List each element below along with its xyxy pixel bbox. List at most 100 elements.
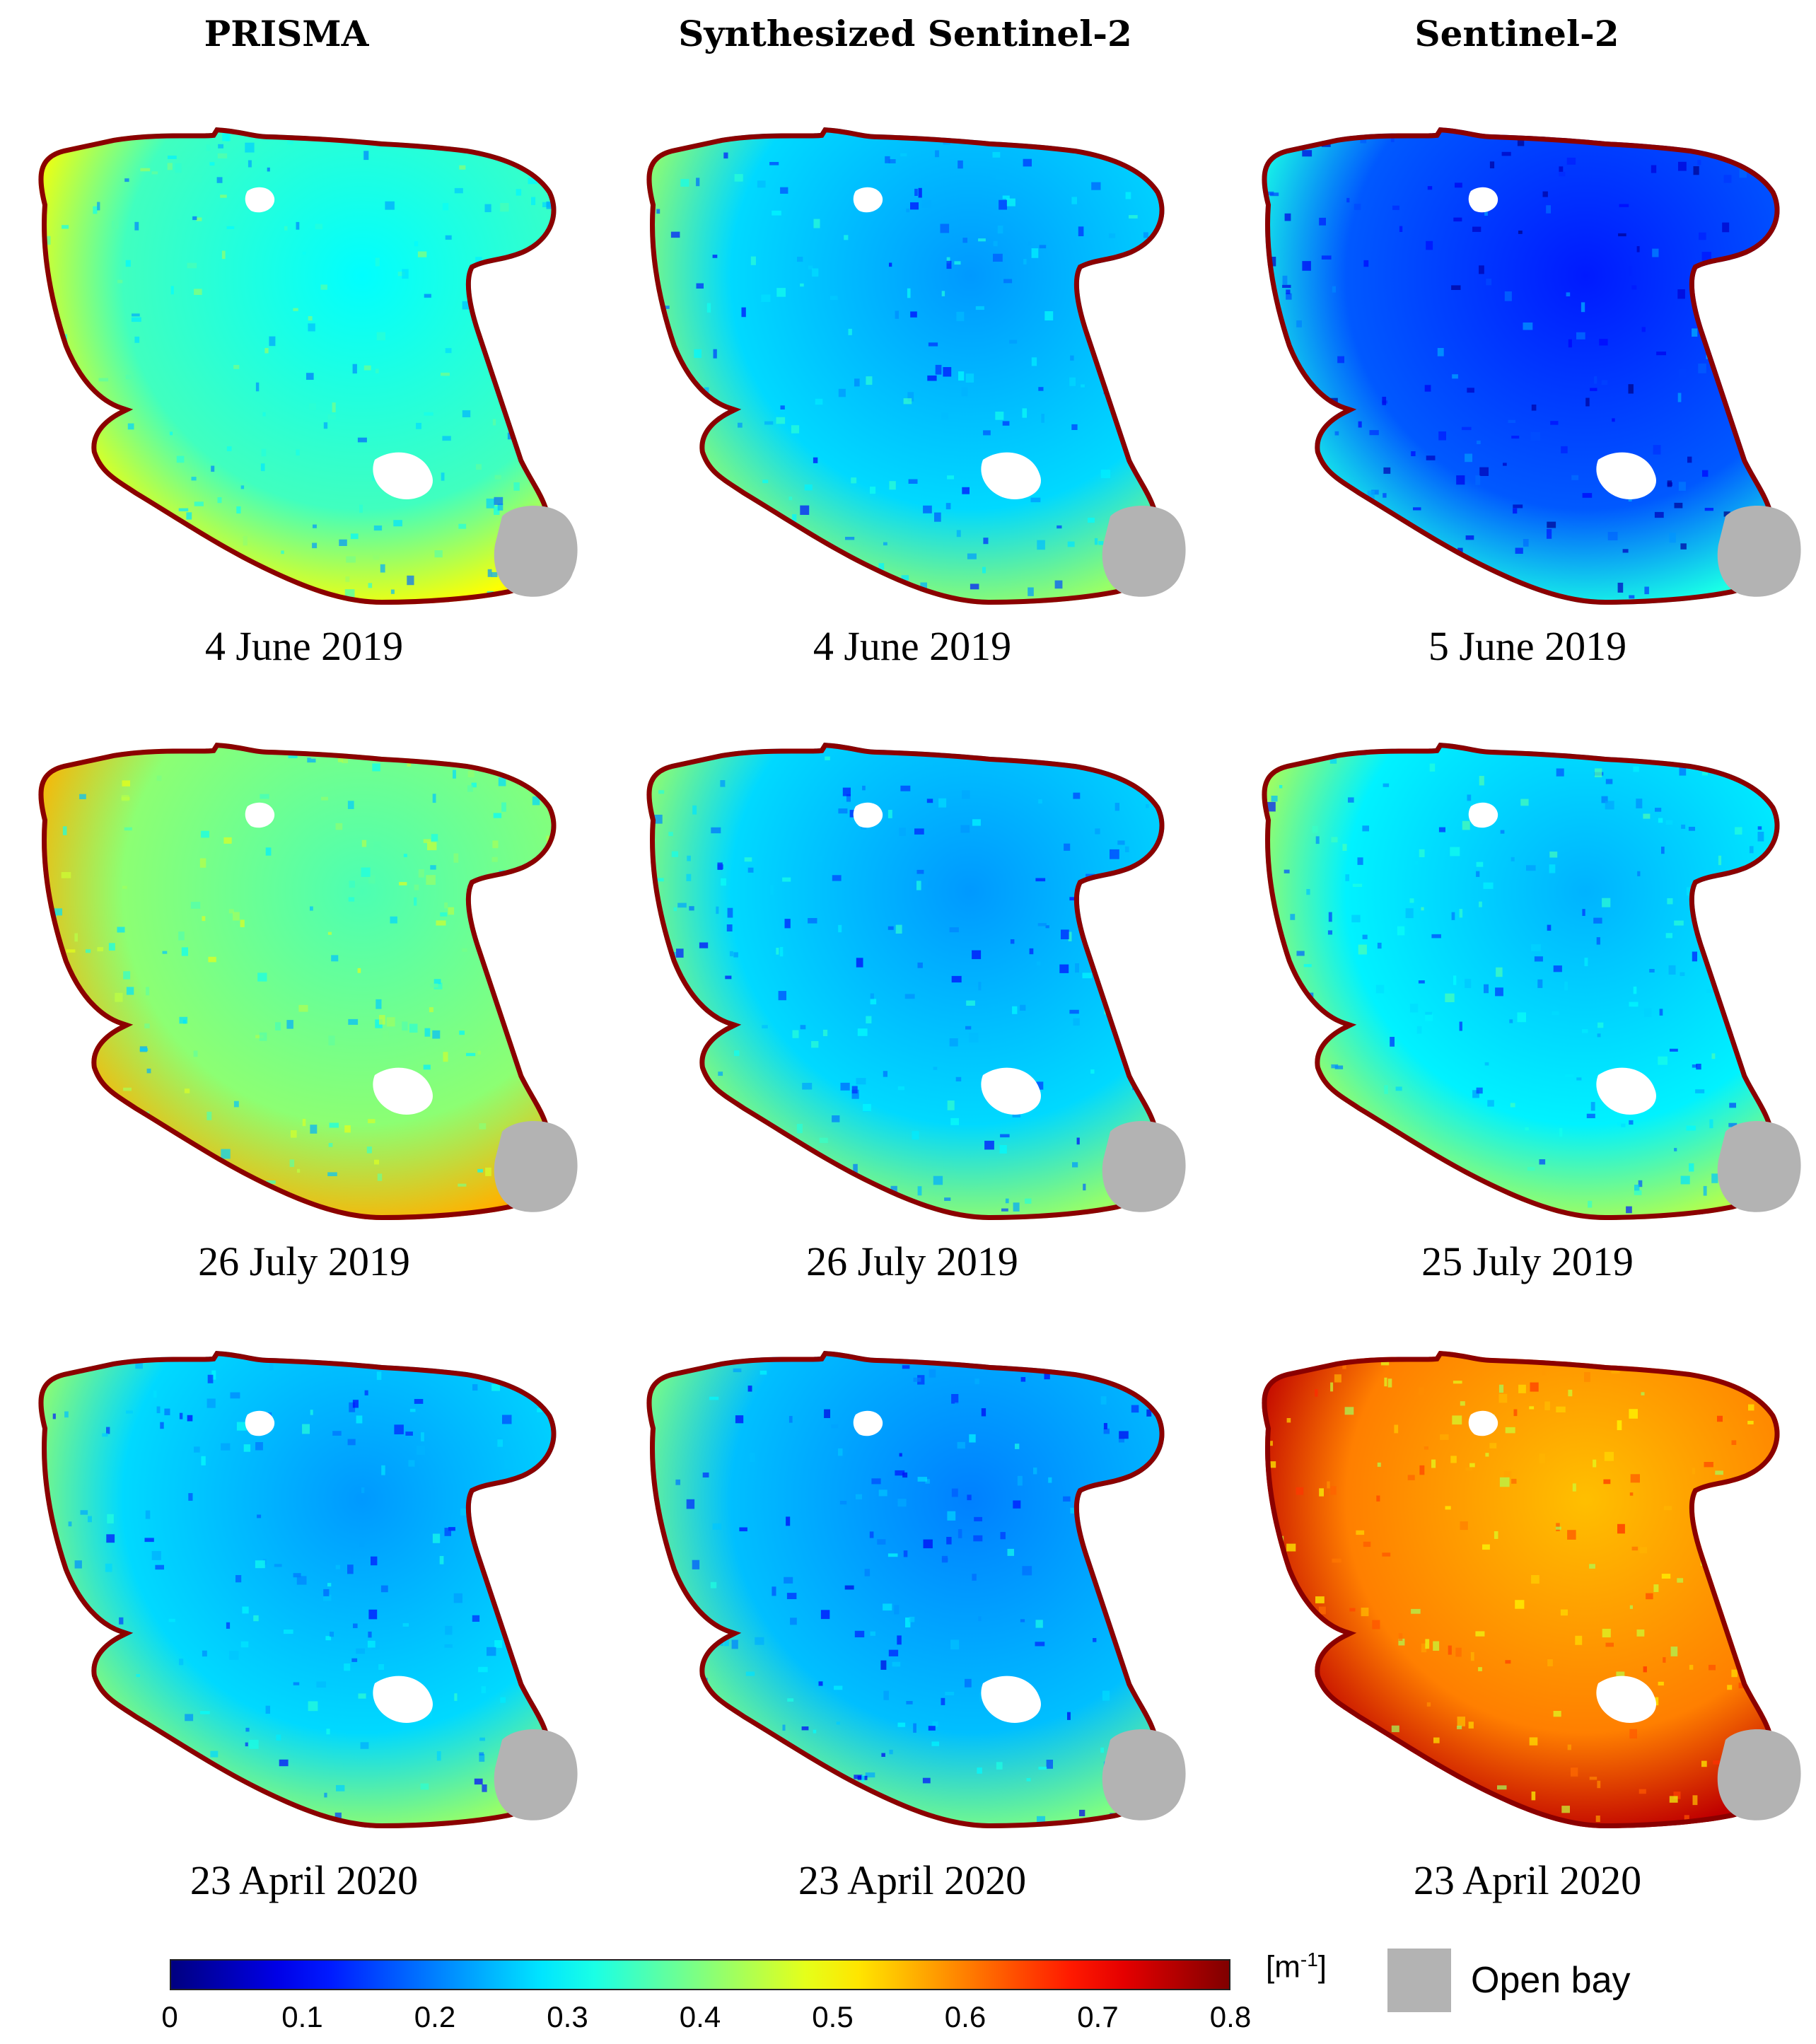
speckle — [375, 257, 380, 267]
speckle — [245, 1727, 250, 1732]
colorbar-tick-label: 0 — [161, 2000, 178, 2033]
speckle — [856, 958, 863, 968]
speckle — [255, 382, 260, 392]
speckle — [1419, 1830, 1427, 1839]
speckle — [1508, 419, 1515, 423]
speckle — [679, 554, 689, 560]
speckle — [328, 1035, 335, 1045]
speckle — [1518, 231, 1523, 234]
speckle — [88, 1516, 92, 1523]
speckle — [1319, 217, 1326, 226]
speckle — [757, 515, 764, 523]
speckle — [201, 1456, 206, 1465]
speckle — [1271, 796, 1278, 802]
speckle — [1453, 1381, 1462, 1384]
speckle — [1005, 1198, 1009, 1204]
speckle — [1414, 861, 1418, 865]
open-bay-area — [1102, 506, 1186, 597]
open-bay-label: Open bay — [1471, 1960, 1631, 2001]
speckle — [781, 705, 784, 709]
speckle — [1636, 1629, 1645, 1637]
speckle — [1556, 1526, 1561, 1530]
speckle — [943, 367, 952, 377]
speckle — [548, 771, 555, 780]
speckle — [307, 757, 316, 763]
speckle — [537, 1408, 542, 1412]
speckle — [905, 1618, 911, 1627]
speckle — [1023, 259, 1027, 265]
speckle — [1586, 1113, 1595, 1118]
speckle — [997, 226, 1003, 234]
speckle — [426, 875, 436, 885]
speckle — [344, 1125, 351, 1133]
speckle — [1526, 1833, 1533, 1837]
speckle — [323, 1589, 330, 1596]
speckle — [630, 525, 633, 533]
speckle — [916, 881, 921, 890]
speckle — [362, 93, 370, 100]
speckle — [626, 104, 635, 113]
speckle — [1698, 364, 1706, 373]
speckle — [262, 412, 266, 417]
speckle — [1384, 1836, 1390, 1843]
speckle — [1711, 1173, 1718, 1183]
speckle — [634, 1579, 639, 1589]
speckle — [62, 826, 67, 835]
speckle — [1701, 771, 1708, 776]
speckle — [185, 1175, 194, 1183]
speckle — [883, 542, 887, 546]
speckle — [949, 1038, 958, 1047]
speckle — [279, 605, 285, 614]
speckle — [1285, 1794, 1292, 1802]
speckle — [1187, 1445, 1194, 1452]
speckle — [1629, 1001, 1639, 1007]
speckle — [393, 1341, 402, 1350]
speckle — [1083, 1183, 1086, 1191]
speckle — [702, 1473, 709, 1477]
speckle — [531, 90, 538, 96]
speckle — [581, 736, 584, 744]
speckle — [1448, 1645, 1452, 1655]
speckle — [352, 1400, 359, 1408]
speckle — [978, 1222, 987, 1232]
speckle — [1572, 1483, 1576, 1492]
speckle — [331, 955, 339, 962]
date-label: 4 June 2019 — [813, 623, 1012, 669]
speckle — [239, 1178, 243, 1182]
speckle — [1605, 1642, 1614, 1647]
speckle — [1617, 1420, 1622, 1431]
speckle — [181, 947, 188, 956]
speckle — [1151, 748, 1160, 757]
speckle — [726, 1792, 735, 1800]
speckle — [1284, 869, 1290, 873]
speckle — [193, 1050, 198, 1057]
speckle — [1557, 1828, 1561, 1836]
speckle — [1742, 1560, 1752, 1567]
speckle — [1303, 964, 1312, 968]
speckle — [1178, 1100, 1182, 1108]
speckle — [491, 1384, 501, 1391]
speckle — [699, 942, 709, 948]
speckle — [970, 583, 979, 590]
speckle — [638, 411, 641, 415]
speckle — [813, 1729, 817, 1734]
speckle — [373, 841, 380, 851]
speckle — [712, 1523, 722, 1530]
speckle — [1651, 165, 1657, 173]
speckle — [191, 477, 197, 481]
speckle — [583, 869, 589, 871]
speckle — [310, 1410, 313, 1415]
speckle — [105, 1563, 112, 1572]
date-label: 26 July 2019 — [198, 1238, 410, 1284]
shoreline-rim — [646, 1351, 1165, 1828]
speckle — [478, 1666, 488, 1673]
speckle — [1668, 965, 1676, 975]
speckle — [43, 1804, 54, 1811]
speckle — [854, 1775, 863, 1779]
speckle — [498, 777, 506, 786]
speckle — [773, 1132, 779, 1142]
speckle — [187, 262, 197, 269]
speckle — [1100, 1325, 1110, 1328]
speckle — [689, 1627, 699, 1631]
speckle — [125, 260, 131, 267]
